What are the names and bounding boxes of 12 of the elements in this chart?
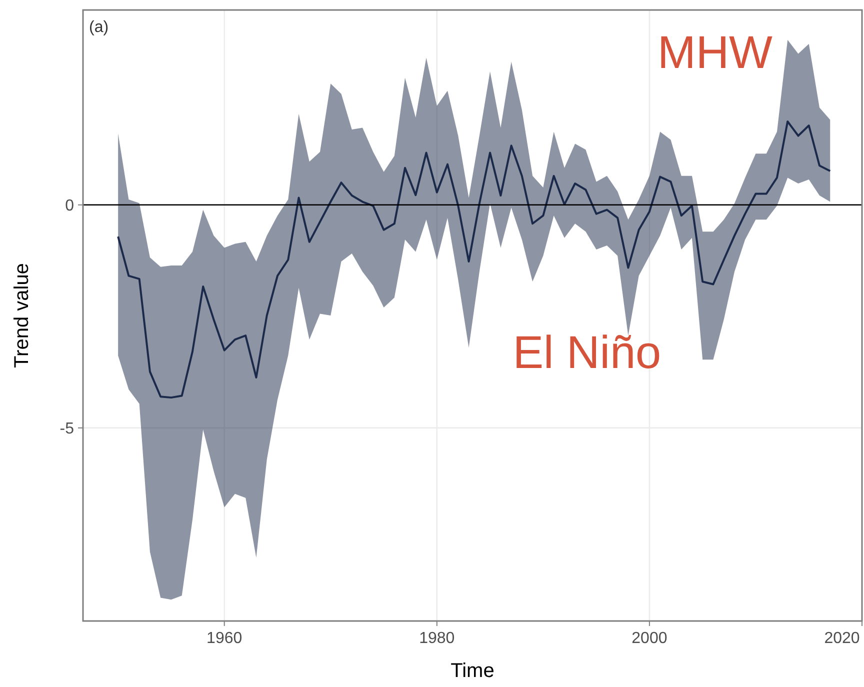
y-tick-label: -5 [60, 420, 74, 438]
line-series [117, 120, 832, 399]
x-tick-label: 1980 [419, 630, 455, 647]
x-tick-label: 2020 [824, 630, 860, 647]
x-tick-label: 2000 [632, 630, 668, 647]
annotation: El Niño [512, 326, 662, 378]
annotation: (a) [89, 19, 109, 36]
x-axis-title: Time [450, 660, 494, 682]
annotation: MHW [658, 26, 774, 78]
y-tick-label: 0 [65, 197, 74, 214]
x-tick-label: 1960 [206, 630, 242, 647]
y-axis-title: Trend value [11, 263, 33, 368]
